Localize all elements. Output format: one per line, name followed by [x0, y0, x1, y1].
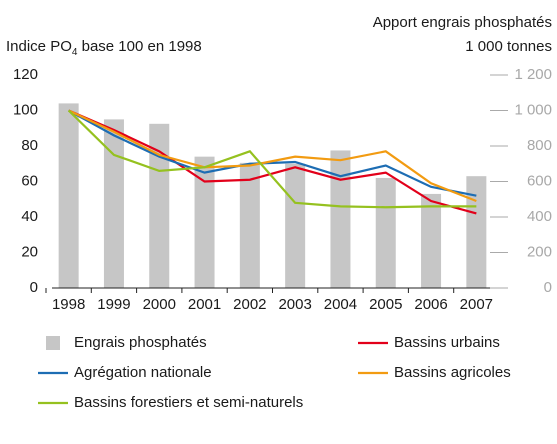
x-tick-label: 2004: [324, 296, 357, 313]
bar: [149, 123, 170, 288]
x-tick-label: 1999: [97, 296, 130, 313]
line: [67, 109, 477, 209]
legend-label: Engrais phosphatés: [74, 334, 207, 351]
y-tick-label: 80: [21, 137, 38, 154]
y2-tick-label: 200: [527, 243, 552, 260]
bar: [194, 156, 215, 288]
y-label-text: Indice PO: [6, 38, 72, 55]
y2-tick-label: 0: [544, 279, 552, 296]
legend-label: Bassins forestiers et semi-naturels: [74, 394, 303, 411]
y2-tick-label: 1 200: [514, 66, 552, 83]
x-tick-label: 2005: [369, 296, 402, 313]
y-tick-label: 0: [30, 279, 38, 296]
x-tick-label: 2002: [233, 296, 266, 313]
line: [68, 109, 477, 197]
y-label-rest: base 100 en 1998: [77, 38, 201, 55]
bar: [58, 103, 79, 289]
y-tick-label: 20: [21, 243, 38, 260]
legend-swatch: [46, 336, 60, 350]
x-tick-label: 2003: [278, 296, 311, 313]
x-tick-label: 2007: [460, 296, 493, 313]
x-tick-label: 2000: [143, 296, 176, 313]
bar: [103, 119, 124, 288]
legend-label: Agrégation nationale: [74, 364, 212, 381]
x-tick-label: 2006: [414, 296, 447, 313]
y2-tick-label: 400: [527, 208, 552, 225]
y2-tick-label: 800: [527, 137, 552, 154]
y-tick-label: 60: [21, 172, 38, 189]
bar: [466, 176, 487, 288]
y2-axis-label: 1 000 tonnes: [465, 38, 552, 55]
y-tick-label: 40: [21, 208, 38, 225]
x-tick-label: 2001: [188, 296, 221, 313]
bar: [421, 193, 442, 288]
line: [68, 109, 477, 203]
y2-tick-label: 1 000: [514, 101, 552, 118]
line: [68, 109, 477, 215]
y-tick-label: 120: [13, 66, 38, 83]
legend-label: Bassins urbains: [394, 334, 500, 351]
bar: [330, 150, 351, 288]
bar: [285, 163, 306, 288]
legend-label: Bassins agricoles: [394, 364, 511, 381]
y-axis-label: Indice PO4 base 100 en 1998: [6, 38, 202, 58]
x-tick-label: 1998: [52, 296, 85, 313]
y2-tick-label: 600: [527, 172, 552, 189]
bar: [375, 177, 396, 288]
y-label-sub: 4: [72, 47, 78, 58]
bar: [239, 162, 260, 288]
y2-axis-label: Apport engrais phosphatés: [373, 14, 552, 31]
y-tick-label: 100: [13, 101, 38, 118]
